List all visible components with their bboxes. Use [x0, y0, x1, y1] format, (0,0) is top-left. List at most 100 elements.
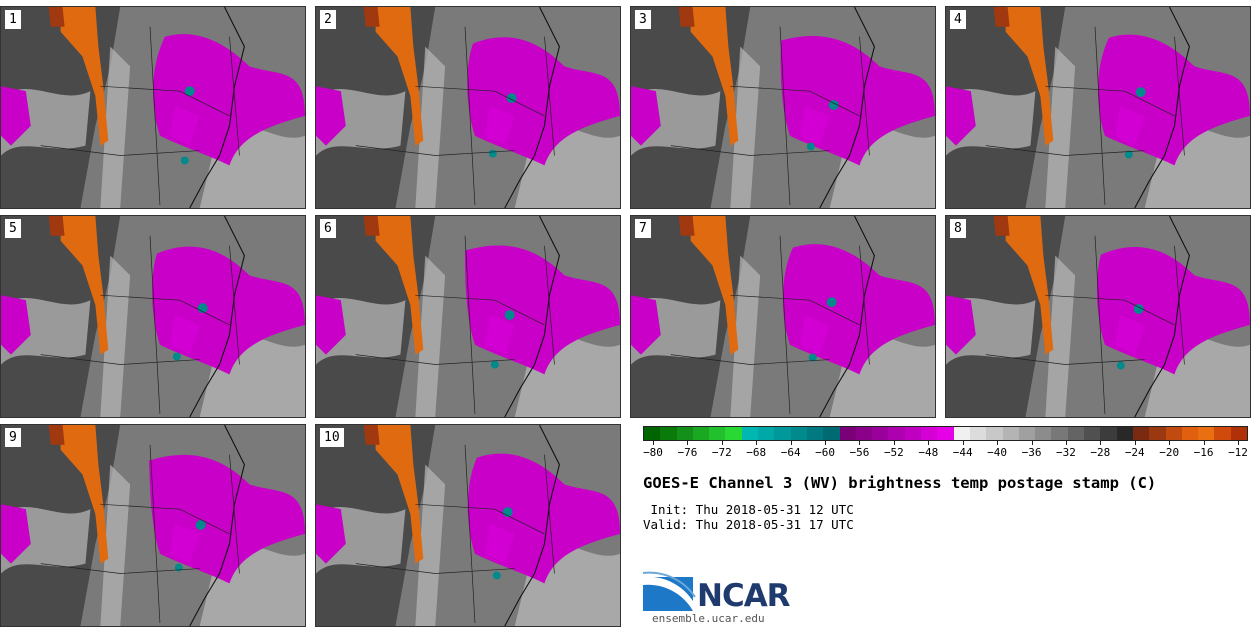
colorbar-segment	[969, 427, 987, 440]
colorbar-tick	[1238, 441, 1239, 445]
brightness-temp-map	[1, 7, 305, 208]
colorbar-segment	[937, 427, 954, 440]
panel-label: 5	[5, 219, 21, 238]
panel-label: 10	[320, 428, 344, 447]
colorbar-tick	[1100, 441, 1102, 445]
colorbar-segment	[953, 427, 970, 440]
colorbar-segment	[1132, 427, 1150, 440]
map-panel: 10	[315, 424, 621, 627]
colorbar-tick-label: −44	[952, 446, 973, 459]
colorbar-segment	[855, 427, 873, 440]
colorbar-tick-label: −32	[1056, 446, 1076, 459]
panel-label: 4	[950, 10, 966, 29]
colorbar-segment	[1149, 427, 1166, 440]
map-panel: 1	[0, 6, 306, 209]
colorbar-tick-label: −24	[1124, 446, 1145, 459]
brightness-temp-map	[631, 216, 935, 417]
colorbar-segment	[676, 427, 693, 440]
panel-label: 8	[950, 219, 966, 238]
colorbar-tick	[687, 441, 689, 445]
colorbar-tick-label: −16	[1193, 446, 1214, 459]
colorbar-segment	[1067, 427, 1085, 440]
colorbar-segment	[692, 427, 710, 440]
map-panel: 4	[945, 6, 1251, 209]
colorbar-tick-label: −52	[883, 446, 904, 459]
colorbar-segment	[839, 427, 856, 440]
colorbar-segment	[1181, 427, 1199, 440]
colorbar-segment	[1002, 427, 1019, 440]
colorbar-tick-label: −56	[849, 446, 870, 459]
colorbar-tick-label: −36	[1021, 446, 1042, 459]
colorbar-tick-label: −64	[780, 446, 801, 459]
colorbar-tick	[825, 441, 827, 445]
init-time: Init: Thu 2018-05-31 12 UTC	[643, 502, 854, 517]
colorbar-segment	[1165, 427, 1182, 440]
colorbar-segment	[644, 427, 661, 440]
colorbar-segment	[888, 427, 905, 440]
colorbar-tick-label: −76	[677, 446, 698, 459]
brightness-temp-map	[316, 7, 620, 208]
map-panel: 8	[945, 215, 1251, 418]
colorbar-tick-label: −48	[918, 446, 939, 459]
colorbar-tick-label: −60	[815, 446, 835, 459]
colorbar-tick-label: −20	[1159, 446, 1180, 459]
colorbar-segment	[823, 427, 840, 440]
colorbar-segment	[1214, 427, 1231, 440]
colorbar-segment	[725, 427, 742, 440]
brightness-temp-map	[946, 216, 1250, 417]
colorbar-tick-label: −72	[711, 446, 732, 459]
colorbar-segment	[1084, 427, 1101, 440]
colorbar-segment	[774, 427, 791, 440]
colorbar-tick	[1031, 441, 1033, 445]
colorbar-tick	[756, 441, 758, 445]
figure-title: GOES-E Channel 3 (WV) brightness temp po…	[643, 474, 1157, 492]
panel-label: 2	[320, 10, 336, 29]
colorbar-ticks: −80 −76 −72 −68 −64 −60 −56 −52 −48 −44 −40 −36 −32 −…	[643, 441, 1248, 461]
colorbar-segment	[1230, 427, 1247, 440]
panel-label: 7	[635, 219, 651, 238]
colorbar-tick	[859, 441, 861, 445]
colorbar-segment	[1198, 427, 1215, 440]
map-panel: 3	[630, 6, 936, 209]
colorbar	[643, 426, 1248, 441]
colorbar-tick-label: −28	[1090, 446, 1111, 459]
colorbar-tick-label: −12	[1228, 446, 1248, 459]
colorbar-tick	[1134, 441, 1136, 445]
colorbar-tick-label: −68	[746, 446, 767, 459]
colorbar-segment	[741, 427, 759, 440]
colorbar-tick	[790, 441, 792, 445]
colorbar-tick-label: −80	[643, 446, 663, 459]
colorbar-segment	[1116, 427, 1133, 440]
colorbar-segment	[806, 427, 824, 440]
colorbar-segment	[872, 427, 889, 440]
colorbar-segment	[986, 427, 1003, 440]
map-panel: 6	[315, 215, 621, 418]
ncar-logo-icon	[643, 571, 696, 611]
valid-time: Valid: Thu 2018-05-31 17 UTC	[643, 517, 854, 532]
colorbar-segment	[1018, 427, 1036, 440]
brightness-temp-map	[316, 216, 620, 417]
colorbar-segment	[660, 427, 677, 440]
map-panel: 5	[0, 215, 306, 418]
brightness-temp-map	[1, 216, 305, 417]
brightness-temp-map	[946, 7, 1250, 208]
colorbar-tick	[721, 441, 723, 445]
brightness-temp-map	[1, 425, 305, 626]
colorbar-tick	[928, 441, 930, 445]
map-panel: 2	[315, 6, 621, 209]
site-url: ensemble.ucar.edu	[652, 612, 765, 625]
colorbar-segment	[1035, 427, 1052, 440]
colorbar-segment	[904, 427, 922, 440]
colorbar-segment	[1051, 427, 1068, 440]
colorbar-tick	[962, 441, 964, 445]
map-panel: 7	[630, 215, 936, 418]
colorbar-tick	[1203, 441, 1205, 445]
colorbar-segment	[758, 427, 775, 440]
brightness-temp-map	[316, 425, 620, 626]
colorbar-tick	[997, 441, 999, 445]
map-panel: 9	[0, 424, 306, 627]
brightness-temp-map	[631, 7, 935, 208]
panel-label: 6	[320, 219, 336, 238]
colorbar-segment	[790, 427, 807, 440]
panel-label: 1	[5, 10, 21, 29]
